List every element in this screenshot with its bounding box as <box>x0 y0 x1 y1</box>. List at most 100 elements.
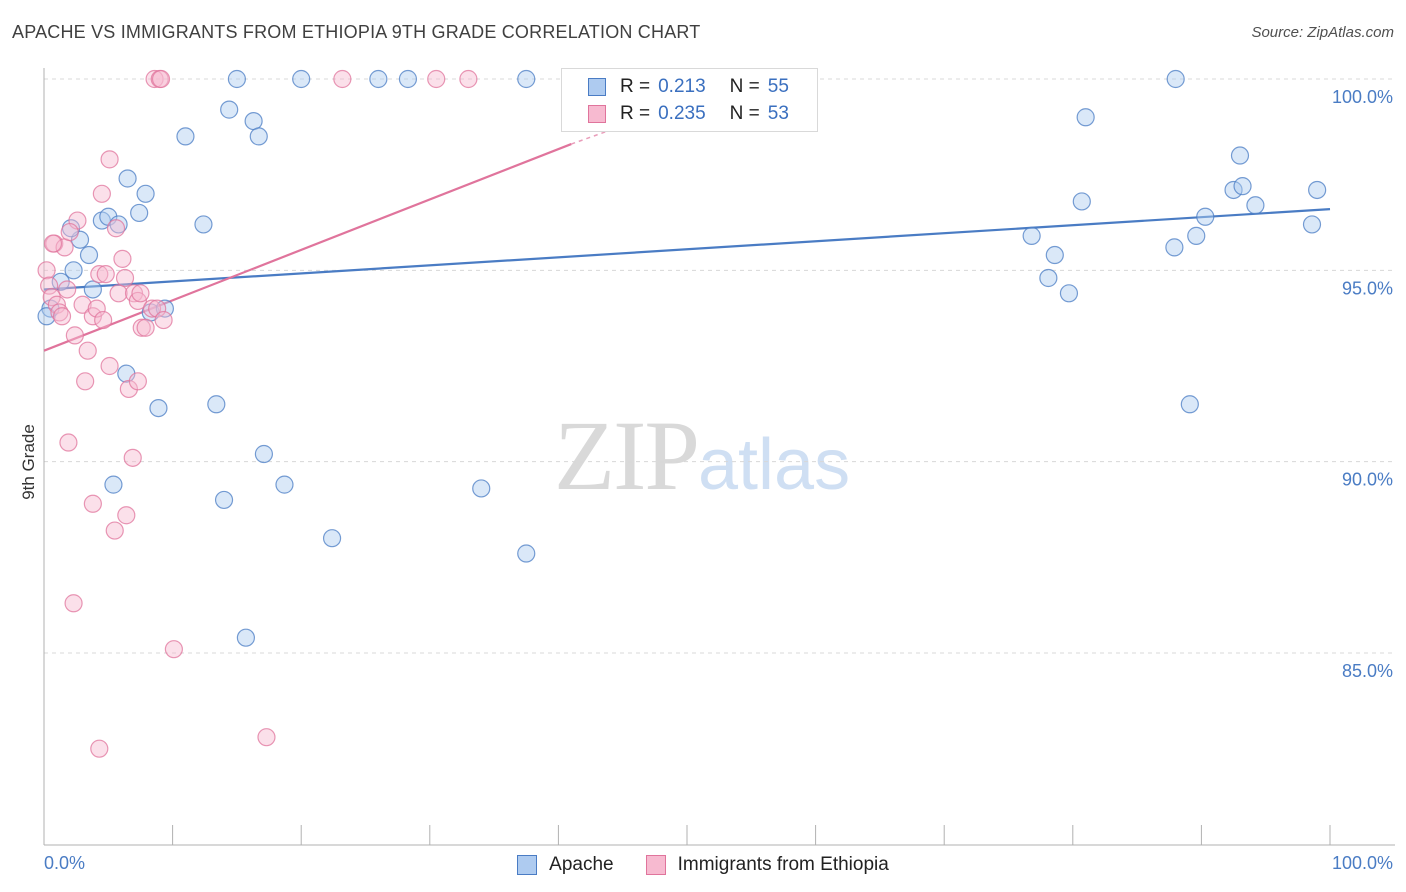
data-point <box>257 728 276 747</box>
data-point <box>52 307 72 326</box>
data-point <box>78 341 97 360</box>
apache-swatch <box>517 855 538 875</box>
series-apache <box>37 69 1327 647</box>
y-tick-label: 100.0% <box>1332 87 1393 107</box>
data-point <box>128 372 147 391</box>
gridlines <box>44 78 1395 654</box>
trend-line <box>43 208 1331 291</box>
n-label: N = <box>729 103 760 124</box>
legend-item-ethiopia[interactable]: Immigrants from Ethiopia <box>645 854 889 876</box>
data-point <box>1045 245 1064 265</box>
data-point <box>118 169 137 188</box>
data-point <box>220 100 239 119</box>
data-point <box>1165 238 1184 257</box>
r-value: 0.235 <box>658 103 706 124</box>
data-point <box>142 299 162 318</box>
legend-item-apache[interactable]: Apache <box>517 854 614 876</box>
data-point <box>100 150 119 169</box>
data-point <box>398 69 418 89</box>
data-point <box>64 261 83 280</box>
data-point <box>472 479 491 498</box>
data-point <box>1072 192 1091 211</box>
data-point <box>149 398 168 418</box>
data-point <box>1230 146 1250 165</box>
data-point <box>1187 226 1206 245</box>
data-point <box>148 299 167 318</box>
data-point <box>37 261 56 280</box>
legend-label-apache: Apache <box>549 854 614 875</box>
series-legend: Apache Immigrants from Ethiopia <box>0 852 1406 878</box>
data-point <box>249 127 268 146</box>
ethiopia-swatch <box>645 855 666 875</box>
data-point <box>94 310 113 330</box>
data-point <box>244 111 263 131</box>
trend-line <box>43 143 572 352</box>
data-point <box>1059 284 1079 303</box>
data-point <box>1233 177 1252 196</box>
data-point <box>109 284 128 303</box>
data-point <box>145 69 164 89</box>
n-value: 55 <box>767 76 789 97</box>
watermark-zip: ZIP <box>554 400 700 511</box>
data-point <box>207 395 226 414</box>
data-point <box>40 276 59 295</box>
data-point <box>117 506 136 525</box>
data-point <box>155 299 174 318</box>
data-point <box>92 184 111 203</box>
data-point <box>369 69 388 89</box>
r-label: R = <box>620 103 651 124</box>
data-point <box>292 69 311 89</box>
ethiopia-swatch <box>588 105 606 123</box>
data-point <box>1039 268 1058 288</box>
data-point <box>1224 180 1243 200</box>
data-point <box>65 326 84 345</box>
data-point <box>83 280 102 299</box>
x-tick-label-min: 0.0% <box>44 853 85 873</box>
data-point <box>136 184 155 203</box>
r-label: R = <box>620 76 651 97</box>
y-tick-label: 90.0% <box>1342 470 1393 490</box>
data-point <box>123 448 142 467</box>
axis-labels: 100.0% 95.0% 90.0% 85.0% 0.0% 100.0% 9th Grade <box>19 87 1393 873</box>
data-point <box>1196 207 1215 226</box>
data-point <box>104 475 123 494</box>
data-point <box>322 529 342 548</box>
data-point <box>96 265 115 284</box>
data-point <box>76 372 95 391</box>
data-point <box>87 299 106 318</box>
apache-swatch <box>588 78 606 96</box>
watermark: ZIPatlas <box>554 398 850 513</box>
legend-row-ethiopia: R = 0.235 N = 53 <box>588 101 789 127</box>
legend-row-apache: R = 0.213 N = 55 <box>588 74 789 100</box>
data-point <box>100 356 119 376</box>
stats-legend: R = 0.213 N = 55 R = 0.235 N = 53 <box>561 68 818 132</box>
data-point <box>459 69 478 89</box>
series-ethiopia <box>37 69 478 758</box>
data-point <box>90 739 109 758</box>
data-point <box>90 265 109 284</box>
chart-title: APACHE VS IMMIGRANTS FROM ETHIOPIA 9TH G… <box>12 22 701 42</box>
data-point <box>136 318 155 337</box>
data-point <box>131 284 150 303</box>
legend-label-ethiopia: Immigrants from Ethiopia <box>677 854 889 875</box>
data-point <box>236 628 256 647</box>
data-point <box>1308 180 1327 200</box>
data-point <box>517 544 536 563</box>
y-axis-label: 9th Grade <box>19 424 38 500</box>
watermark-atlas: atlas <box>698 425 851 505</box>
data-point <box>60 222 79 242</box>
data-point <box>113 249 132 268</box>
data-point <box>106 219 126 238</box>
n-label: N = <box>729 76 760 97</box>
data-point <box>132 318 151 337</box>
data-point <box>1302 215 1322 234</box>
data-point <box>194 215 213 234</box>
data-point <box>115 268 135 288</box>
data-point <box>333 69 352 89</box>
y-tick-label: 85.0% <box>1342 661 1393 681</box>
data-point <box>176 127 195 146</box>
data-point <box>58 280 77 299</box>
r-value: 0.213 <box>658 76 706 97</box>
data-point <box>64 594 83 613</box>
